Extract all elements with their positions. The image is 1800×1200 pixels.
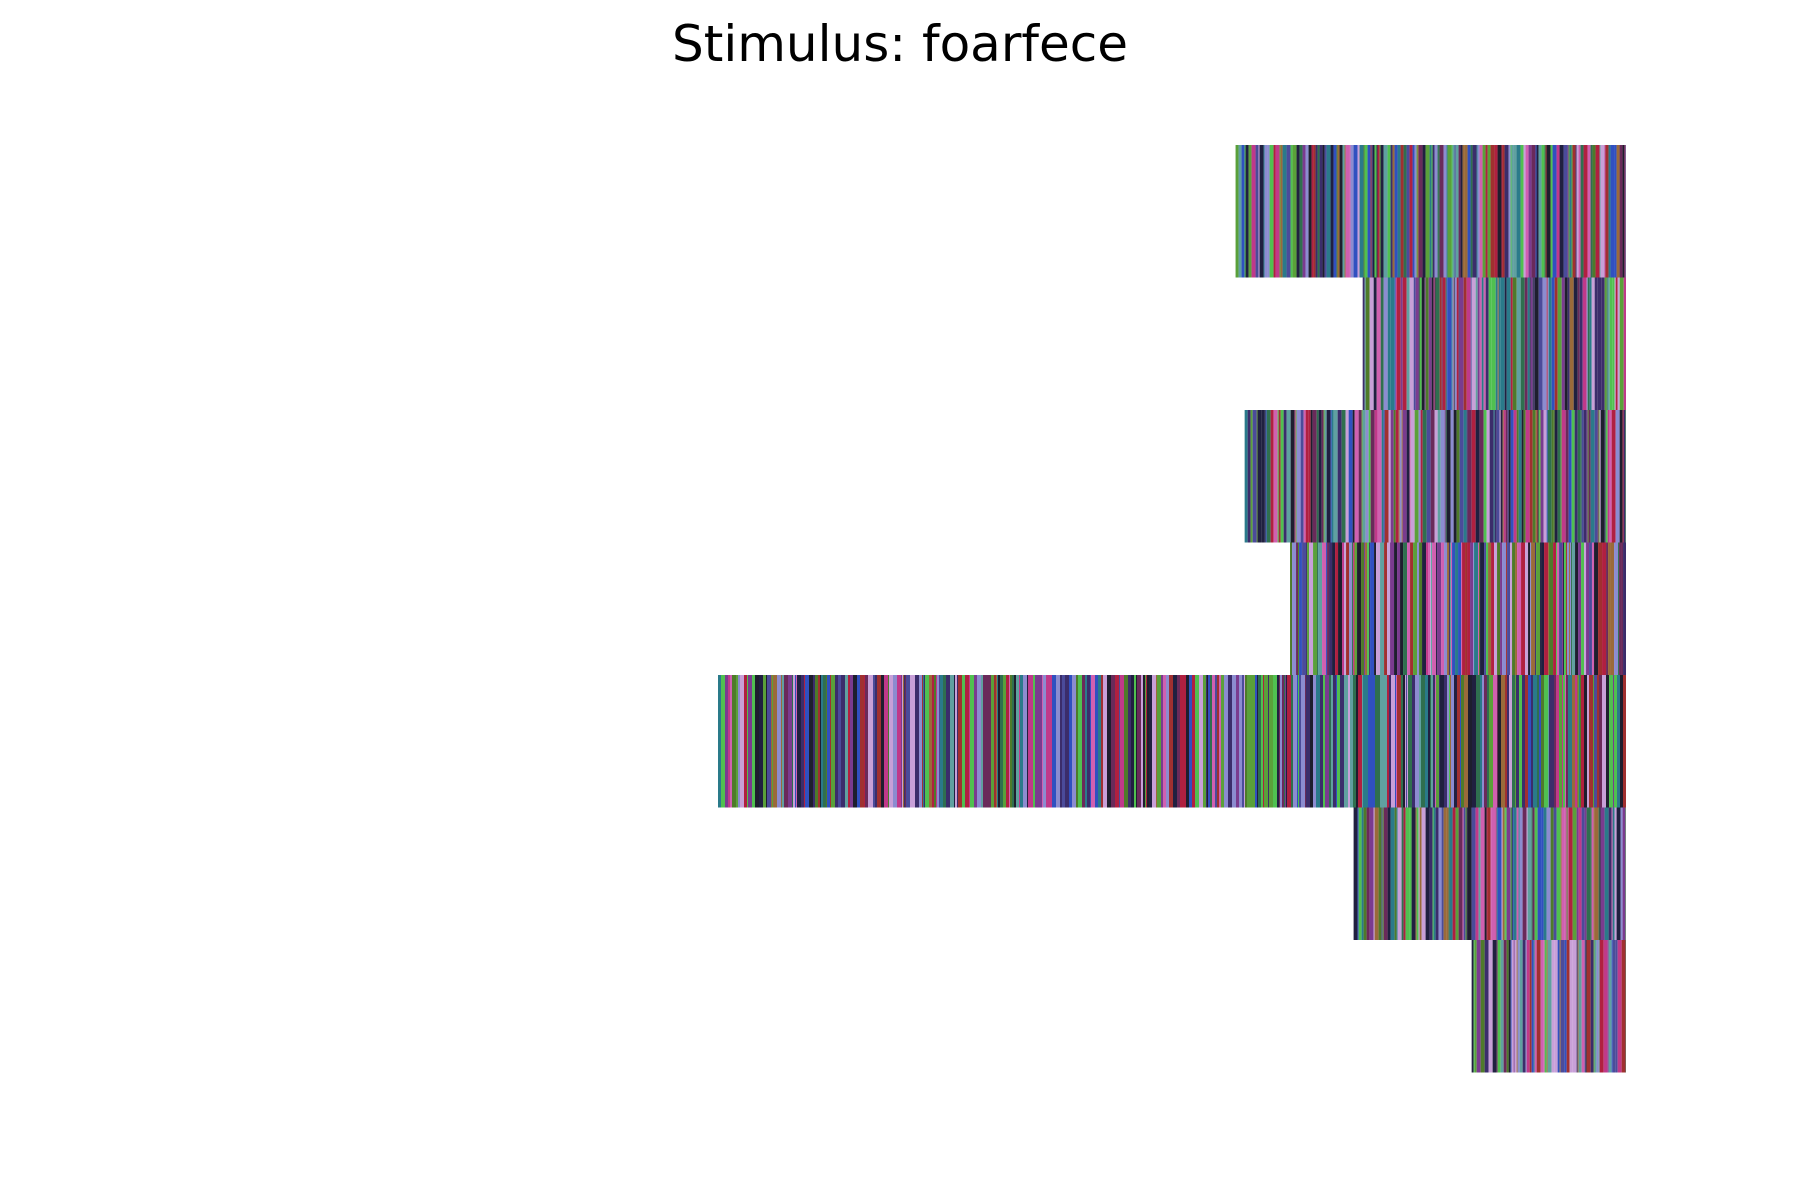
bar-row-5 <box>718 675 1626 808</box>
bar-row-1 <box>1235 145 1626 278</box>
bar-row-6 <box>1353 807 1626 940</box>
chart-title: Stimulus: foarfece <box>671 15 1128 73</box>
bar-row-3 <box>1244 410 1626 543</box>
bar-row-4 <box>1290 542 1626 675</box>
bar-row-2 <box>1362 277 1626 410</box>
bar-row-7 <box>1471 940 1626 1073</box>
